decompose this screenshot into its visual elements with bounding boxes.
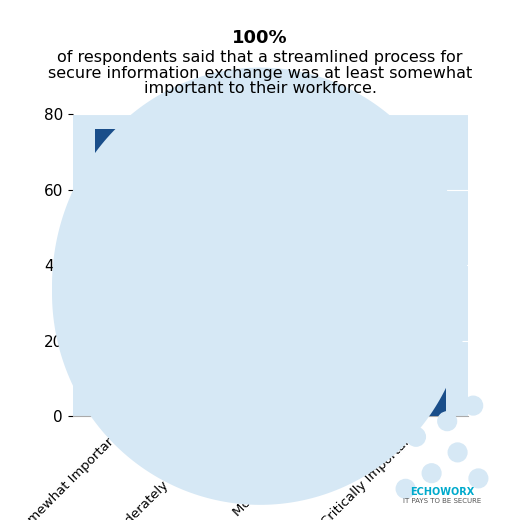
Circle shape xyxy=(407,427,425,446)
Text: Mostly Important: Mostly Important xyxy=(230,429,320,518)
Text: Moderately Important: Moderately Important xyxy=(109,429,221,520)
Text: Somewhat Important: Somewhat Important xyxy=(14,429,122,520)
Circle shape xyxy=(422,464,441,483)
Circle shape xyxy=(448,443,467,462)
Circle shape xyxy=(396,479,415,498)
PathPatch shape xyxy=(52,68,468,505)
Text: secure information exchange was at least somewhat: secure information exchange was at least… xyxy=(48,66,472,81)
Bar xyxy=(392,379,446,416)
Text: 100%: 100% xyxy=(232,29,288,47)
Bar xyxy=(194,314,248,416)
Text: Critically Important: Critically Important xyxy=(319,429,419,520)
Text: ECHOWORX: ECHOWORX xyxy=(410,487,474,497)
Bar xyxy=(95,129,149,416)
Text: of respondents said that a streamlined process for: of respondents said that a streamlined p… xyxy=(57,50,463,65)
Bar xyxy=(293,389,347,416)
Circle shape xyxy=(469,469,488,488)
Text: IT PAYS TO BE SECURE: IT PAYS TO BE SECURE xyxy=(403,498,481,504)
Circle shape xyxy=(464,396,483,415)
Circle shape xyxy=(438,412,457,431)
Text: important to their workforce.: important to their workforce. xyxy=(144,81,376,96)
